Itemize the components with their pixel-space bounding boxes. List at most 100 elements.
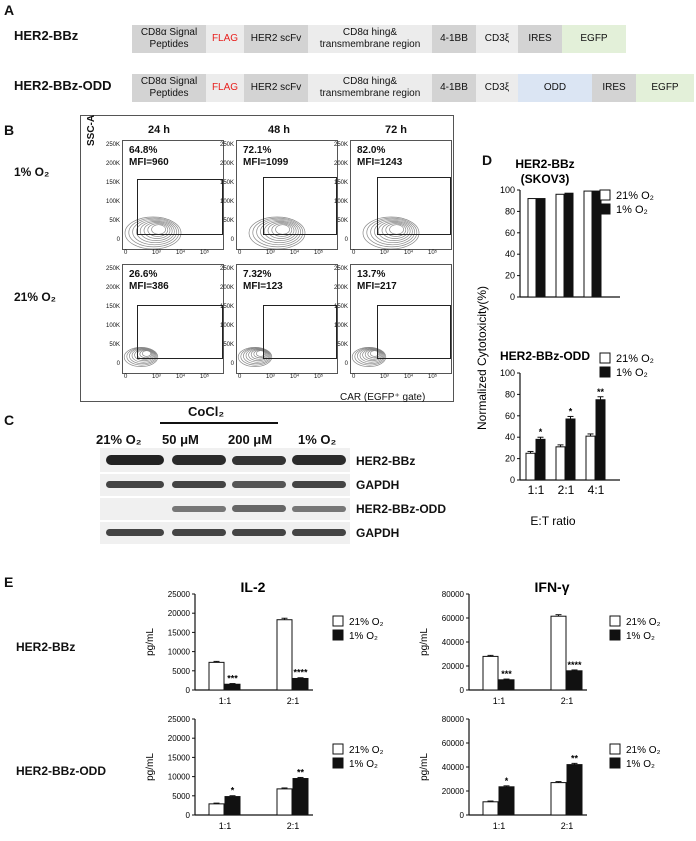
bar xyxy=(224,796,241,816)
flow-plot: 26.6% MFI=386 xyxy=(122,264,224,374)
flow-xtick: 10⁴ xyxy=(404,250,414,256)
legend-swatch xyxy=(609,757,621,769)
flow-xtick: 10⁴ xyxy=(176,374,186,380)
flow-plot: 82.0% MFI=1243 xyxy=(350,140,452,250)
flow-xtick: 10⁴ xyxy=(290,374,300,380)
contour-line xyxy=(359,348,384,363)
contour-line xyxy=(134,348,155,362)
band xyxy=(292,455,346,465)
flow-xtick: 10³ xyxy=(380,374,389,380)
contour-line xyxy=(370,350,380,357)
bar xyxy=(565,418,576,481)
contour-line xyxy=(253,349,267,359)
x-tick-label: 1:1 xyxy=(528,483,545,497)
y-tick-label: 60 xyxy=(505,411,515,421)
bar xyxy=(564,192,574,298)
contour-plot xyxy=(351,347,387,367)
flow-ytick: 100K xyxy=(105,199,120,205)
flow-ytick: 50K xyxy=(223,218,234,224)
contour-plot xyxy=(124,216,182,249)
significance-mark: **** xyxy=(293,668,308,678)
flow-ytick: 200K xyxy=(219,161,234,167)
flow-xtick: 10⁴ xyxy=(404,374,414,380)
y-tick-label: 10000 xyxy=(168,773,191,782)
y-tick-label: 15000 xyxy=(168,628,191,637)
legend-label: 1% O₂ xyxy=(616,367,648,379)
flow-xtick: 10⁴ xyxy=(176,250,186,256)
legend-swatch xyxy=(332,743,344,755)
contour-plot xyxy=(237,347,273,367)
bar xyxy=(292,778,309,816)
contour-line xyxy=(351,347,387,367)
segment-flag: FLAG xyxy=(206,74,244,102)
bar xyxy=(292,677,309,691)
contour-line xyxy=(142,350,152,357)
bar xyxy=(208,661,225,691)
contour-line xyxy=(240,347,272,366)
band xyxy=(172,506,226,512)
bar xyxy=(595,399,606,481)
contour-line xyxy=(143,222,171,239)
contour-line xyxy=(128,217,180,248)
y-tick-label: 40 xyxy=(505,249,515,259)
contour-line xyxy=(131,348,156,363)
lane-1pct-o2: 1% O₂ xyxy=(298,432,337,447)
flow-ytick: 100K xyxy=(219,199,234,205)
segment-scfv: HER2 scFv xyxy=(244,25,308,53)
lane-50um: 50 μM xyxy=(162,432,199,447)
flow-ytick: 0 xyxy=(230,361,234,367)
egfp-gate xyxy=(137,305,223,359)
lane-21pct-o2: 21% O₂ xyxy=(96,432,142,447)
flow-ytick: 100K xyxy=(105,323,120,329)
legend-swatch xyxy=(332,629,344,641)
bar xyxy=(482,655,499,691)
gate-mfi: MFI=386 xyxy=(129,281,169,292)
y-tick-label: 40000 xyxy=(442,638,465,647)
significance-mark: ** xyxy=(297,767,305,777)
blot-strip-her2-bbz xyxy=(100,448,350,472)
x-tick-label: 1:1 xyxy=(493,696,506,706)
gate-percentage: 26.6% xyxy=(129,269,158,280)
ifn-title: IFN-γ xyxy=(535,579,570,595)
flow-ytick: 50K xyxy=(109,342,120,348)
bar xyxy=(566,670,583,691)
flow-ytick: 50K xyxy=(337,218,348,224)
y-tick-label: 0 xyxy=(186,811,191,820)
bar xyxy=(276,788,293,816)
gate-percentage: 64.8% xyxy=(129,145,158,156)
legend-swatch xyxy=(599,203,611,215)
contour-line xyxy=(248,216,306,249)
flow-xlabel: CAR (EGFP⁺ gate) xyxy=(340,392,426,403)
x-tick-label: 2:1 xyxy=(561,821,574,831)
contour-line xyxy=(252,217,304,248)
significance-mark: * xyxy=(569,406,573,416)
flow-ytick: 150K xyxy=(333,180,348,186)
gate-mfi: MFI=217 xyxy=(357,281,397,292)
significance-mark: * xyxy=(231,786,235,796)
contour-plot xyxy=(362,216,420,249)
contour-line xyxy=(129,347,157,365)
ifn-top-chart: 80000 60000 40000 20000 0 *** 1:1 **** 2:1 pg/mL 2… xyxy=(419,590,661,706)
contour-line xyxy=(362,348,383,362)
flow-xtick: 10⁵ xyxy=(200,374,210,380)
flow-xtick: 0 xyxy=(238,250,242,256)
band-label-gapdh-1: GAPDH xyxy=(356,478,400,492)
band xyxy=(106,481,164,488)
legend-label: 21% O₂ xyxy=(616,353,654,365)
legend-label: 1% O₂ xyxy=(626,631,655,642)
bar xyxy=(224,683,241,691)
y-axis-label: pg/mL xyxy=(419,628,430,656)
band xyxy=(292,506,346,512)
blot-strip-her2-bbz-odd xyxy=(100,498,350,520)
condition-1pct-o2: 1% O₂ xyxy=(14,165,50,179)
x-tick-label: 2:1 xyxy=(287,696,300,706)
flow-ytick: 250K xyxy=(219,266,234,272)
flow-ytick: 150K xyxy=(219,180,234,186)
x-tick-label: 2:1 xyxy=(558,483,575,497)
y-tick-label: 0 xyxy=(186,686,191,695)
flow-xtick: 10³ xyxy=(152,374,161,380)
condition-21pct-o2: 21% O₂ xyxy=(14,290,57,304)
segment-hinge-tm: CD8α hing& transmembrane region xyxy=(308,25,432,53)
flow-ytick: 250K xyxy=(105,266,120,272)
flow-xtick: 0 xyxy=(124,250,128,256)
